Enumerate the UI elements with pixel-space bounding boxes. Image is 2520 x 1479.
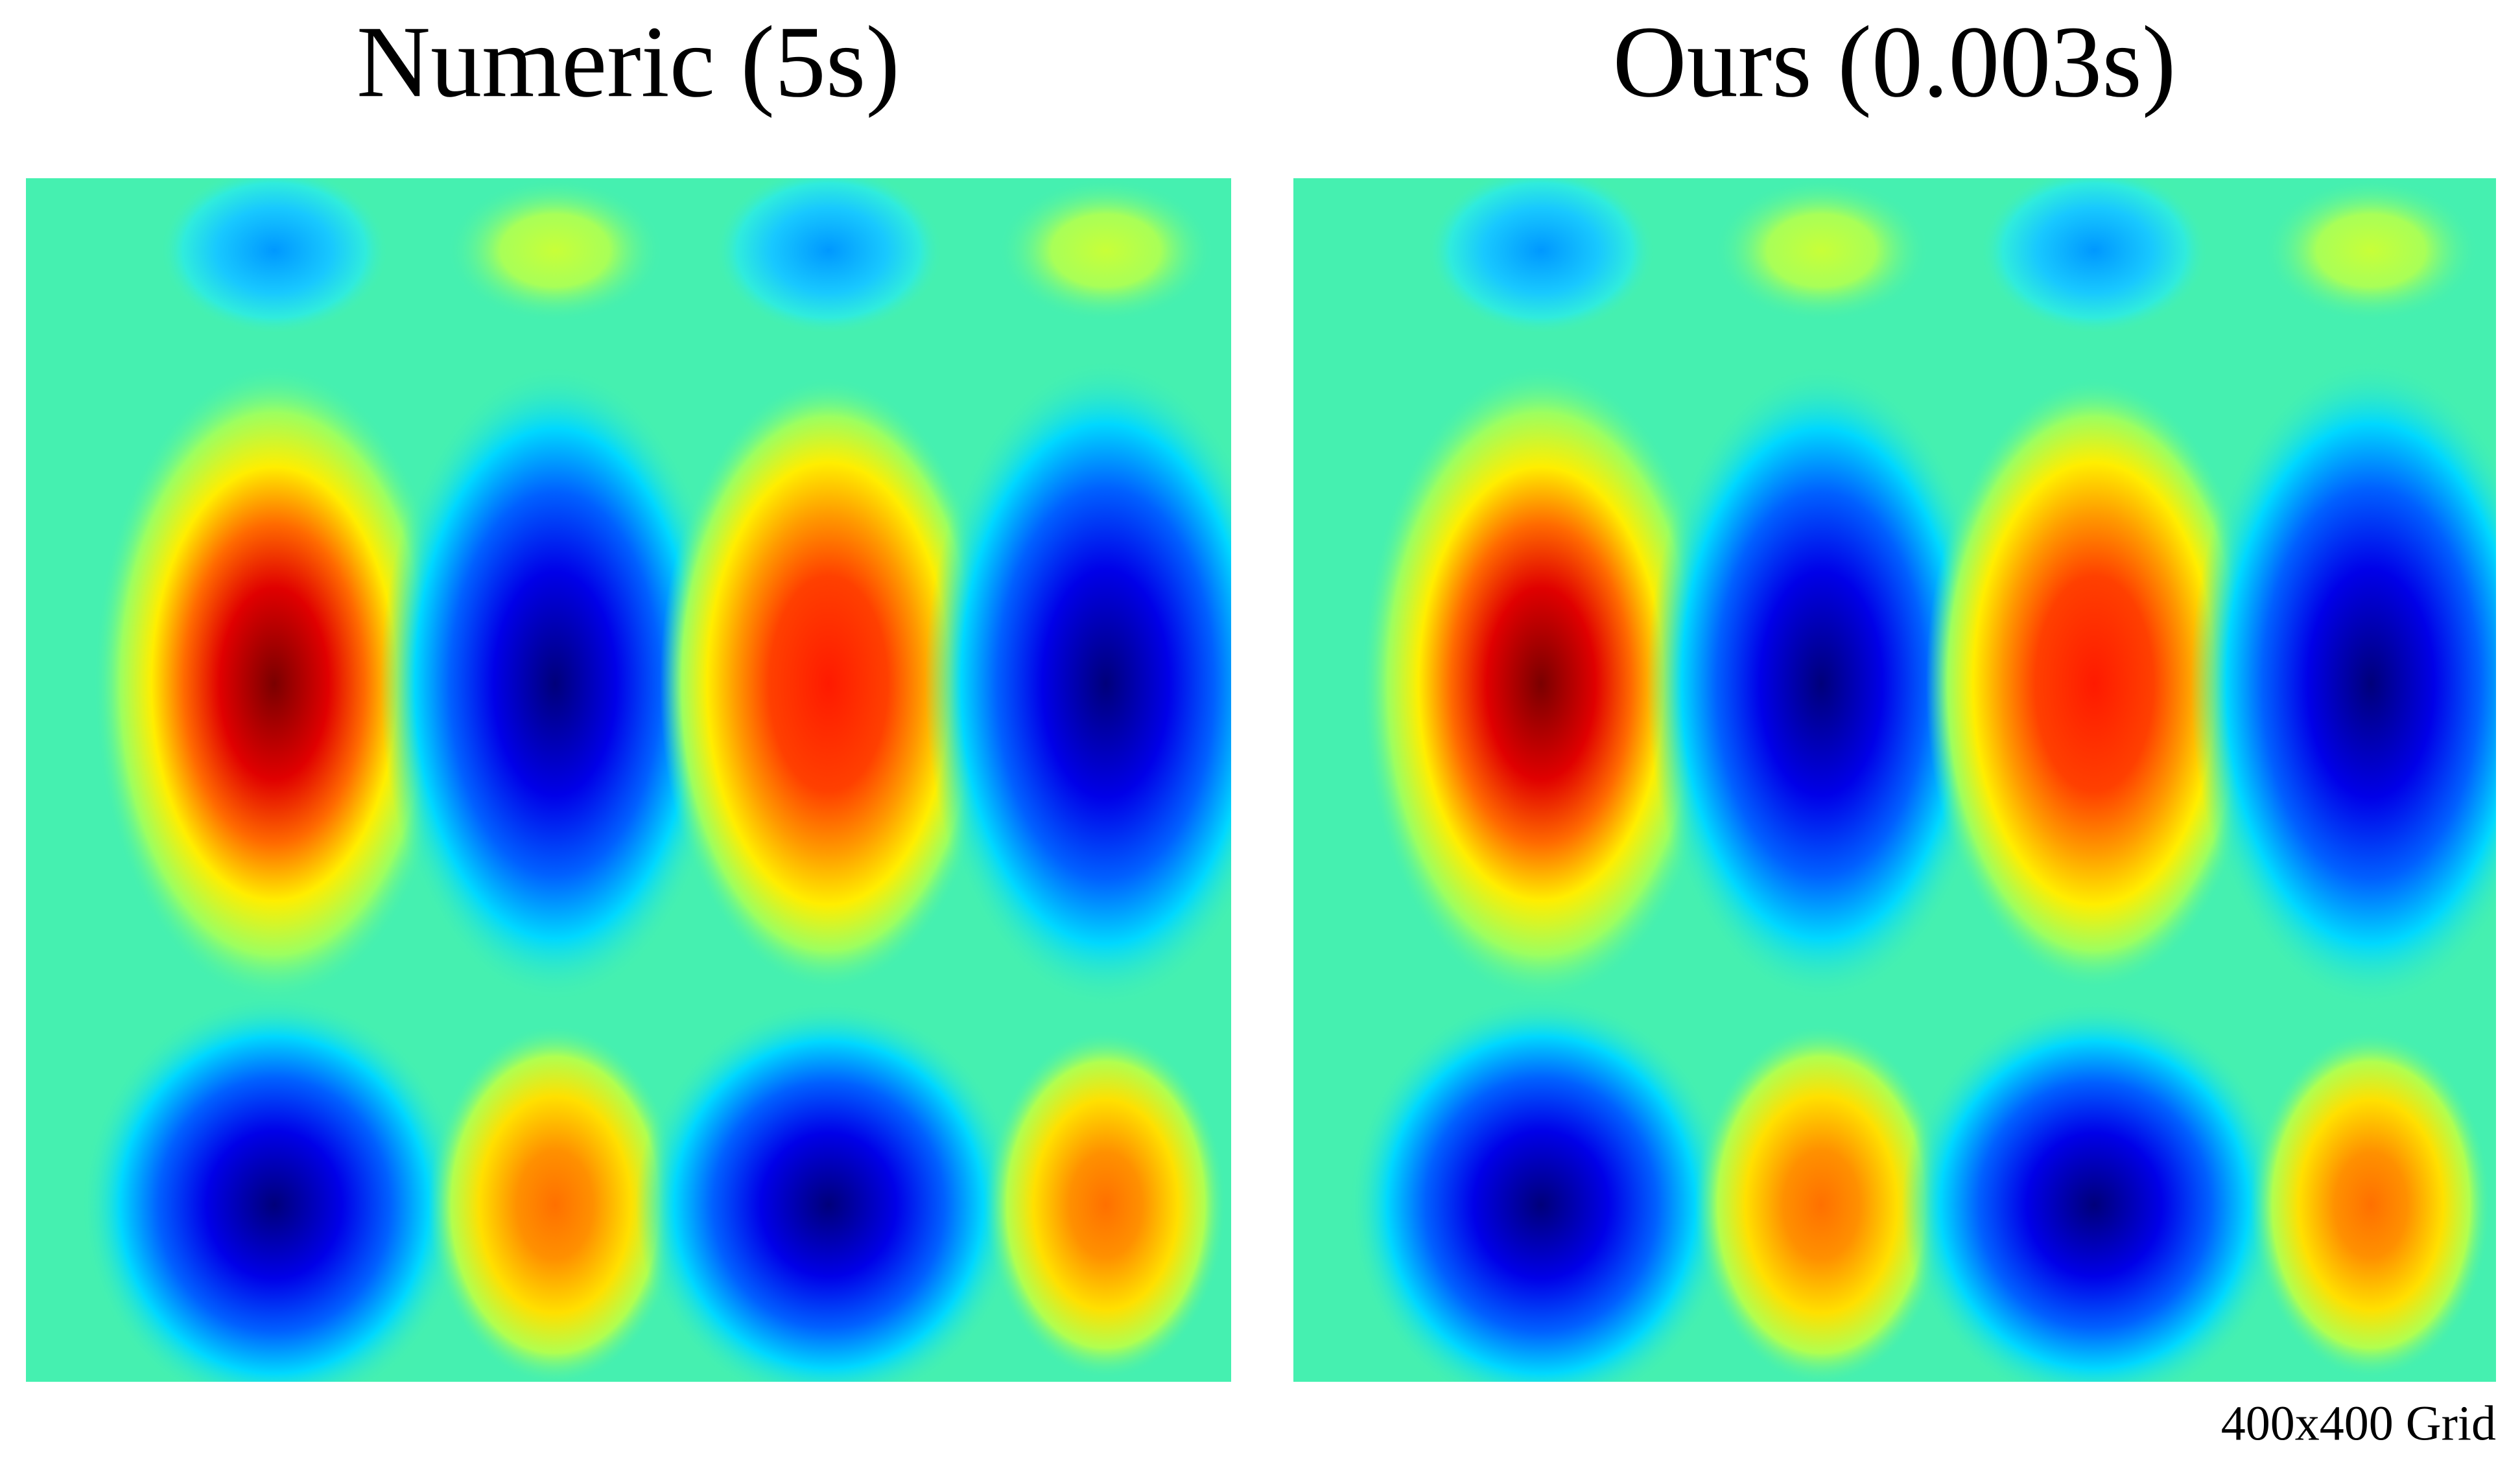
field-blob — [635, 1000, 1022, 1382]
panel-title: Ours (0.003s) — [1613, 5, 2176, 119]
heatmap — [1293, 178, 2496, 1382]
field-blob — [659, 377, 998, 991]
field-blob — [985, 1030, 1227, 1380]
field-blob — [1426, 178, 1656, 335]
field-blob — [1902, 1000, 2287, 1382]
field-blob — [380, 364, 730, 1003]
field-blob — [997, 178, 1214, 323]
field-blob — [1348, 994, 1734, 1382]
field-blob — [93, 364, 455, 1003]
field-blob — [714, 178, 943, 335]
field-blob — [2190, 358, 2496, 1009]
field-blob — [446, 178, 664, 323]
caption: 400x400 Grid — [2221, 1396, 2496, 1450]
field-blob — [1647, 364, 1996, 1003]
field-blob — [1980, 178, 2209, 335]
field-blob — [81, 994, 467, 1382]
field-blob — [1925, 377, 2263, 991]
field-blob — [428, 1024, 682, 1382]
field-blob — [924, 358, 1231, 1009]
field-blob — [1360, 364, 1722, 1003]
panel-title: Numeric (5s) — [357, 5, 900, 119]
field-blob — [159, 178, 389, 335]
field-blob — [1695, 1024, 1948, 1382]
field-blob — [2263, 178, 2480, 323]
heatmap — [26, 178, 1231, 1382]
field-blob — [2250, 1030, 2491, 1380]
field-blob — [1713, 178, 1930, 323]
